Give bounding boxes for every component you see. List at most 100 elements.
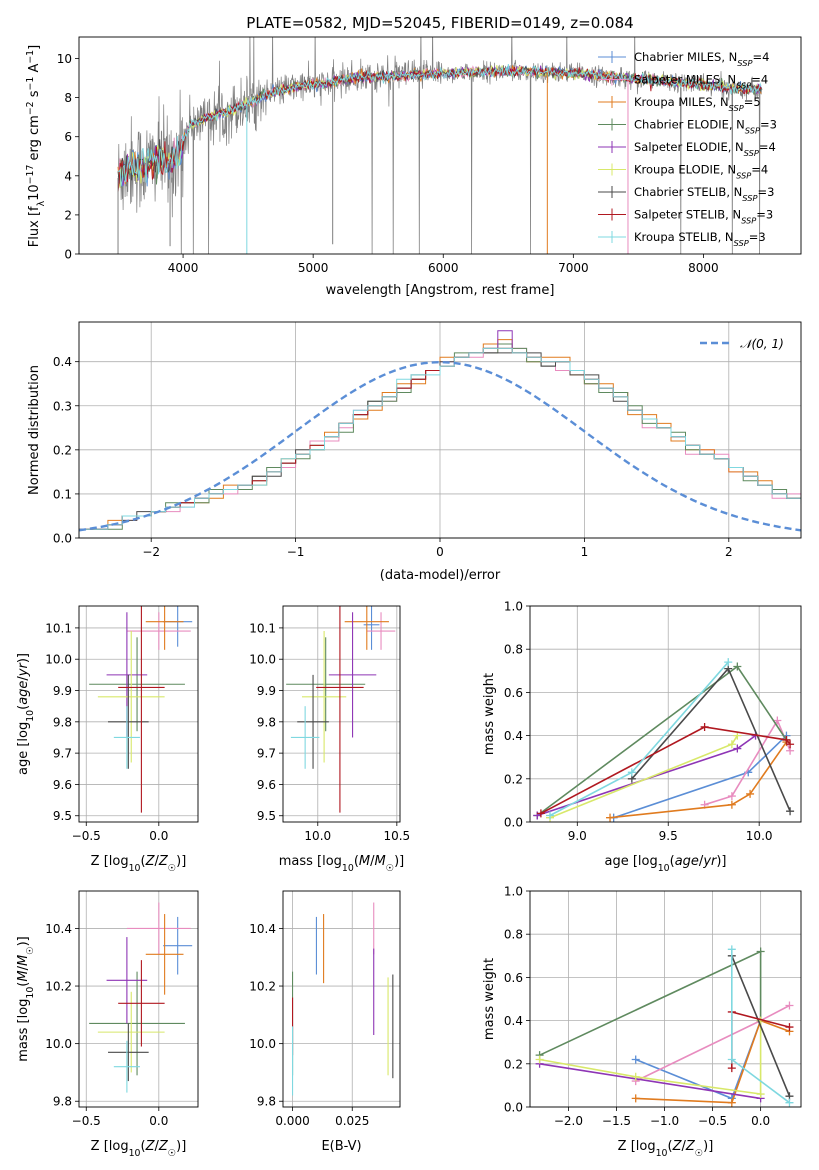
y-tick-label: 0.0 [53,532,72,546]
y-tick-label: 6 [64,130,72,144]
y-tick-label: 9.6 [257,778,276,792]
axes-frame [78,605,199,823]
x-tick-label: −0.5 [72,829,101,843]
x-tick-label: −1 [287,545,305,559]
x-tick-label: 0.0 [149,1114,168,1128]
plot-area [89,606,193,813]
legend-label: Kroupa STELIB, NSSP=3 [634,230,766,248]
x-tick-label: 0.0 [751,1114,770,1128]
y-tick-label: 2 [64,208,72,222]
weight-marker [773,716,782,725]
plot-area [286,606,396,813]
y-tick-label: 9.6 [53,778,72,792]
plot-area [533,658,795,822]
x-axis-label: Z [log10(Z/Z☉)] [91,1139,187,1159]
legend-label: Chabrier STELIB, NSSP=3 [634,185,774,203]
figure-title: PLATE=0582, MJD=52045, FIBERID=0149, z=0… [246,14,633,32]
weight-marker [756,947,765,956]
x-tick-label: 9.0 [568,829,587,843]
y-tick-label: 0.6 [504,971,523,985]
axes-frame [78,321,802,539]
axes-frame [529,890,802,1108]
y-tick-label: 0 [64,248,72,262]
x-tick-label: 0.000 [275,1114,309,1128]
y-axis-label: mass [log10(M/M☉)] [16,936,36,1062]
plot-area [117,37,763,254]
x-tick-label: 2 [725,545,733,559]
y-tick-label: 10.4 [45,922,72,936]
legend-label: Salpeter MILES, NSSP=4 [634,73,768,91]
weight-marker [756,1090,765,1099]
x-tick-label: −1.0 [650,1114,679,1128]
y-tick-label: 0.6 [504,686,523,700]
panel-spectrum: 4000 5000 6000 7000 8000 0 2 4 6 8 10 Chabrier MILE… [25,36,802,298]
weight-marker [733,744,742,753]
plot-area [79,330,801,538]
spectrum-legend: Chabrier MILES, NSSP=4 Salpeter MILES, NS… [598,50,777,248]
x-tick-label: 10.0 [304,829,331,843]
panel-weight-vs-age: 9.0 9.5 10.0 0.0 0.2 0.4 0.6 0.8 1.0 age [log10(a… [482,600,802,874]
weight-marker [631,1094,640,1103]
model-spectrum-line [117,65,762,193]
panel-age-vs-mass: 10.0 10.5 9.5 9.6 9.7 9.8 9.9 10.0 10.1 mass [log… [249,605,410,874]
y-tick-label: 10.2 [249,980,276,994]
weight-marker [727,1098,736,1107]
x-tick-label: −2.0 [554,1114,583,1128]
weight-marker [782,735,791,744]
x-axis-label: Z [log10(Z/Z☉)] [91,854,187,874]
x-tick-label: 9.5 [659,829,678,843]
weight-marker [733,662,742,671]
weight-marker [786,807,795,816]
weight-marker [727,1055,736,1064]
y-tick-label: 0.4 [53,355,72,369]
legend-label: Salpeter STELIB, NSSP=3 [634,208,773,226]
y-tick-label: 9.5 [257,809,276,823]
legend-label: 𝒩(0, 1) [740,337,784,351]
weight-marker [631,1055,640,1064]
y-tick-label: 10.0 [249,653,276,667]
x-tick-label: −1.5 [602,1114,631,1128]
histogram-step [79,347,801,538]
y-tick-label: 9.9 [257,684,276,698]
weight-marker [785,1023,794,1032]
y-axis-label: age [log10(age/yr)] [16,653,36,775]
y-tick-label: 10.1 [45,621,72,635]
weight-marker [785,1001,794,1010]
panel-residuals: −2 −1 0 1 2 0.0 0.1 0.2 0.3 0.4 𝒩(0, 1) (data-model… [27,321,802,583]
plot-area [292,902,394,1096]
x-tick-label: −0.5 [698,1114,727,1128]
y-tick-label: 9.7 [257,747,276,761]
x-tick-label: 10.0 [746,829,773,843]
y-tick-label: 8 [64,91,72,105]
y-tick-label: 10.1 [249,621,276,635]
y-tick-label: 0.3 [53,399,72,413]
y-tick-label: 10 [57,52,72,66]
axes-frame [529,605,802,823]
x-tick-label: 0.0 [149,829,168,843]
y-tick-label: 10.0 [45,1037,72,1051]
x-tick-label: 4000 [168,261,199,275]
weight-marker [727,945,736,954]
weight-marker [700,722,709,731]
axes-frame [78,890,199,1108]
panel-age-vs-Z: −0.5 0.0 9.5 9.6 9.7 9.8 9.9 10.0 10.1 Z [log10(Z… [16,605,199,874]
y-tick-label: 1.0 [504,600,523,614]
panel-mass-vs-ebv: 0.000 0.025 9.8 10.0 10.2 10.4 E(B-V) [249,890,401,1154]
panel-weight-vs-Z: −2.0 −1.5 −1.0 −0.5 0.0 0.0 0.2 0.4 0.6 0.8 1.0 Z [… [482,885,802,1159]
y-axis-label: Normed distribution [27,365,42,495]
weight-marker [746,789,755,798]
y-axis-label: mass weight [482,958,497,1040]
x-tick-label: 10.5 [383,829,410,843]
y-axis-label: Flux [fλ10−17 erg cm−2 s−1 A−1] [25,45,47,247]
y-tick-label: 9.8 [53,1095,72,1109]
plot-area [535,945,794,1107]
y-tick-label: 10.0 [45,653,72,667]
panel-mass-vs-Z: −0.5 0.0 9.8 10.0 10.2 10.4 Z [log10(Z/Z☉)] mas… [16,890,199,1159]
y-tick-label: 1.0 [504,885,523,899]
y-tick-label: 0.1 [53,487,72,501]
weight-marker [727,800,736,809]
weight-marker [724,658,733,667]
y-tick-label: 0.2 [53,443,72,457]
weight-line [539,1063,761,1100]
